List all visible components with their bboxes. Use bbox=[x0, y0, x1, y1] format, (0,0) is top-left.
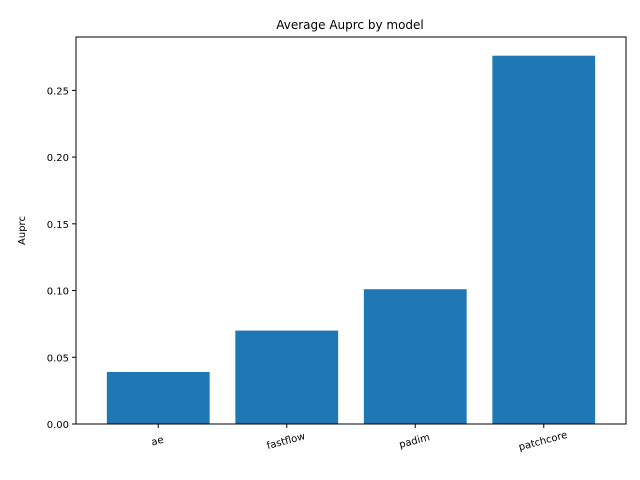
y-tick-label: 0.10 bbox=[47, 287, 69, 298]
bar-ae bbox=[106, 371, 210, 424]
y-tick-label: 0.05 bbox=[47, 353, 69, 364]
bar-fastflow bbox=[235, 330, 339, 424]
plot-frame bbox=[75, 36, 627, 425]
x-tick-label: patchcore bbox=[518, 430, 569, 454]
y-tick-label: 0.15 bbox=[47, 220, 69, 231]
y-tick-label: 0.20 bbox=[47, 153, 69, 164]
chart-title: Average Auprc by model bbox=[276, 18, 424, 32]
bar-padim bbox=[363, 289, 467, 424]
x-axis: ae fastflow padim patchcore bbox=[150, 424, 569, 454]
bar-patchcore bbox=[492, 55, 596, 424]
y-tick-label: 0.00 bbox=[47, 420, 69, 431]
y-tick-label: 0.25 bbox=[47, 86, 69, 97]
bars-group bbox=[106, 55, 596, 424]
y-axis: 0.00 0.05 0.10 0.15 0.20 0.25 bbox=[47, 86, 76, 431]
x-tick-label: fastflow bbox=[266, 431, 307, 452]
y-axis-label: Auprc bbox=[17, 216, 28, 245]
x-tick-label: ae bbox=[150, 435, 165, 449]
x-tick-label: padim bbox=[398, 432, 431, 451]
